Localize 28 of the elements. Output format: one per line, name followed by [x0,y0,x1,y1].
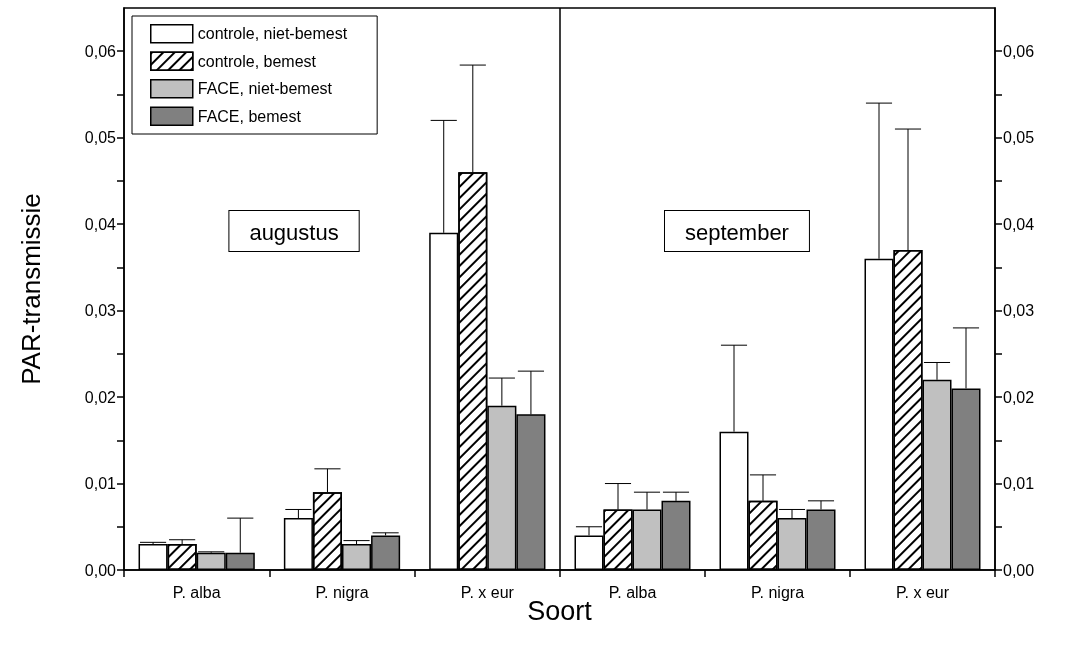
y2-tick-label: 0,06 [1003,42,1035,60]
annotation: augustus [249,219,339,245]
y-tick-label: 0,05 [84,129,117,147]
x-tick-label: P. x eur [895,583,950,601]
legend-label: FACE, niet-bemest [197,80,333,98]
x-tick-label: P. alba [172,583,221,601]
y2-tick-label: 0,04 [1003,215,1035,233]
y-tick-label: 0,01 [84,475,117,493]
y-tick-label: 0,06 [84,42,117,60]
x-tick-label: P. nigra [750,583,805,601]
y2-tick-label: 0,05 [1003,129,1035,147]
annotation: september [685,219,789,245]
y2-tick-label: 0,03 [1003,302,1035,320]
y-axis-title: PAR-transmissie [16,193,46,385]
y2-tick-label: 0,02 [1003,388,1035,406]
y-tick-label: 0,00 [84,561,117,579]
y2-tick-label: 0,01 [1003,475,1035,493]
y-tick-label: 0,03 [84,302,117,320]
y-tick-label: 0,04 [84,215,117,233]
x-axis-title: Soort [527,596,592,626]
legend-label: controle, bemest [197,52,317,70]
x-tick-label: P. nigra [315,583,369,601]
x-tick-label: P. alba [608,583,657,601]
legend-label: controle, niet-bemest [197,25,348,43]
y-tick-label: 0,02 [84,388,117,406]
y2-tick-label: 0,00 [1003,561,1035,579]
x-tick-label: P. x eur [460,583,515,601]
legend-label: FACE, bemest [197,107,302,125]
